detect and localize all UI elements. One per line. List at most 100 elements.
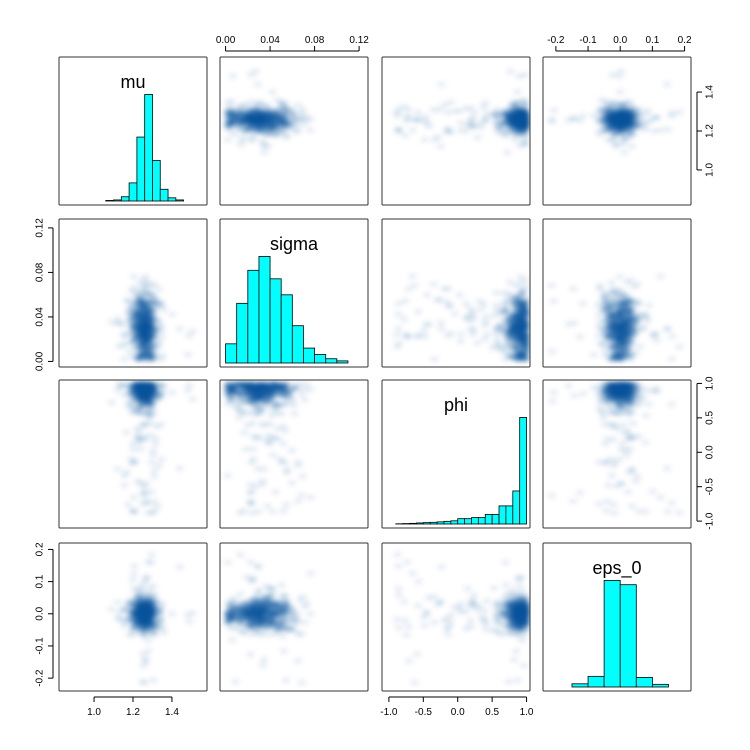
histogram-bar bbox=[175, 199, 185, 202]
density-point bbox=[513, 89, 522, 95]
density-point bbox=[635, 343, 645, 349]
density-point bbox=[616, 293, 625, 300]
density-point bbox=[481, 322, 490, 329]
density-point bbox=[512, 132, 521, 138]
density-point bbox=[548, 348, 557, 355]
histogram-bar bbox=[225, 343, 238, 364]
density-point bbox=[598, 295, 608, 301]
density-point bbox=[634, 300, 644, 307]
density-points bbox=[223, 68, 315, 155]
density-point bbox=[155, 327, 164, 333]
density-point bbox=[494, 321, 504, 328]
density-point bbox=[436, 143, 445, 149]
density-point bbox=[394, 326, 403, 332]
density-point bbox=[497, 329, 507, 335]
density-point bbox=[284, 122, 294, 128]
density-point bbox=[141, 391, 151, 397]
density-point bbox=[124, 330, 133, 336]
density-point bbox=[247, 115, 257, 121]
density-point bbox=[183, 351, 193, 357]
density-point bbox=[300, 121, 309, 127]
density-point bbox=[517, 328, 527, 334]
density-cloud bbox=[392, 273, 530, 362]
density-point bbox=[414, 116, 423, 122]
density-point bbox=[502, 297, 511, 303]
density-point bbox=[444, 125, 453, 131]
density-point bbox=[477, 306, 486, 312]
density-point bbox=[492, 302, 501, 308]
density-point bbox=[469, 123, 478, 130]
density-point bbox=[548, 118, 557, 125]
density-point bbox=[470, 110, 479, 116]
density-point bbox=[421, 322, 431, 328]
density-point bbox=[656, 273, 665, 280]
density-point bbox=[643, 108, 652, 114]
density-point bbox=[147, 489, 156, 495]
density-point bbox=[516, 280, 525, 286]
density-point bbox=[610, 100, 619, 106]
density-point bbox=[139, 302, 149, 308]
density-point bbox=[128, 441, 138, 447]
density-point bbox=[450, 311, 460, 317]
density-point bbox=[497, 119, 507, 125]
density-point bbox=[663, 326, 673, 332]
density-point bbox=[504, 342, 514, 348]
density-point bbox=[237, 109, 247, 115]
density-point bbox=[430, 356, 439, 362]
density-point bbox=[132, 291, 141, 297]
panel-frame bbox=[381, 218, 531, 368]
density-point bbox=[488, 112, 497, 118]
density-point bbox=[120, 356, 129, 362]
density-point bbox=[429, 107, 438, 113]
density-point bbox=[662, 81, 672, 87]
density-point bbox=[115, 381, 124, 387]
density-point bbox=[414, 332, 423, 339]
density-point bbox=[141, 421, 151, 427]
panel-mu-eps_0 bbox=[542, 56, 692, 206]
density-point bbox=[578, 113, 588, 119]
density-point bbox=[639, 118, 648, 125]
density-cloud bbox=[223, 381, 315, 516]
density-point bbox=[629, 316, 638, 322]
density-point bbox=[276, 125, 286, 131]
density-point bbox=[481, 314, 491, 320]
density-point bbox=[419, 328, 429, 334]
density-point bbox=[424, 123, 434, 129]
density-point bbox=[649, 128, 659, 134]
density-point bbox=[616, 89, 625, 95]
density-point bbox=[401, 332, 411, 338]
density-point bbox=[228, 73, 237, 79]
density-point bbox=[648, 332, 657, 339]
density-point bbox=[408, 273, 417, 280]
density-point bbox=[615, 274, 625, 280]
density-point bbox=[520, 100, 529, 106]
density-point bbox=[131, 459, 140, 465]
density-point bbox=[253, 81, 263, 87]
density-point bbox=[492, 289, 501, 296]
density-points bbox=[392, 273, 530, 362]
density-point bbox=[508, 298, 518, 304]
density-point bbox=[267, 127, 277, 134]
density-point bbox=[570, 116, 579, 122]
density-point bbox=[518, 121, 527, 127]
density-point bbox=[617, 298, 626, 304]
density-point bbox=[481, 115, 491, 121]
density-point bbox=[490, 313, 499, 319]
panel-sigma-phi bbox=[381, 218, 531, 368]
histogram-bar bbox=[152, 160, 161, 202]
density-point bbox=[619, 312, 628, 318]
density-point bbox=[147, 298, 156, 304]
density-point bbox=[248, 123, 258, 130]
density-point bbox=[122, 297, 131, 303]
density-point bbox=[151, 436, 160, 442]
density-point bbox=[188, 396, 197, 402]
density-point bbox=[462, 128, 471, 134]
density-point bbox=[420, 333, 429, 339]
density-point bbox=[509, 293, 518, 300]
density-point bbox=[157, 333, 167, 339]
panel-frame bbox=[219, 56, 369, 206]
density-point bbox=[420, 137, 429, 143]
density-point bbox=[600, 330, 610, 336]
density-point bbox=[394, 300, 404, 307]
